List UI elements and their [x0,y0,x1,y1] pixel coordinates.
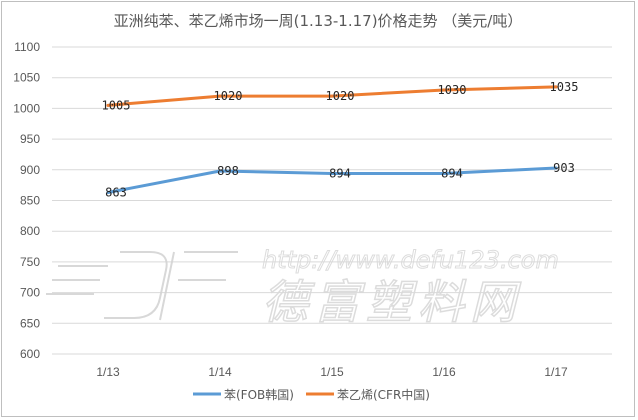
y-tick-label: 750 [20,255,40,269]
y-tick-label: 850 [20,194,40,208]
y-axis-ticks: 600 650 700 750 800 850 900 950 1000 1050 1100 [13,40,40,361]
legend-label: 苯(FOB韩国) [224,387,294,402]
chart-title: 亚洲纯苯、苯乙烯市场一周(1.13-1.17)价格走势 （美元/吨） [114,12,523,30]
data-point [218,169,222,173]
y-tick-label: 1050 [13,71,40,85]
x-tick-label: 1/15 [320,365,344,379]
data-label: 894 [441,166,463,180]
watermark-emblem [46,251,238,321]
legend: 苯(FOB韩国) 苯乙烯(CFR中国) [193,387,430,402]
data-point [106,191,110,195]
x-tick-label: 1/16 [432,365,456,379]
y-tick-label: 950 [20,132,40,146]
data-label: 894 [329,166,351,180]
y-tick-label: 600 [20,347,40,361]
data-label: 903 [553,161,575,175]
data-label: 863 [105,186,127,200]
data-label: 1035 [550,80,579,94]
data-point [330,171,334,175]
y-tick-label: 900 [20,163,40,177]
data-label: 1005 [102,98,131,112]
y-tick-label: 1100 [14,40,40,54]
data-point [442,171,446,175]
data-label: 1030 [438,83,467,97]
legend-label: 苯乙烯(CFR中国) [337,387,430,402]
x-tick-label: 1/17 [544,365,568,379]
data-point [106,103,110,107]
data-labels: 863 898 894 894 903 1005 1020 1020 1030 1035 [102,80,579,200]
x-tick-label: 1/13 [96,365,120,379]
data-label: 898 [217,164,239,178]
y-tick-label: 650 [20,316,40,330]
y-tick-label: 1000 [13,101,40,115]
data-label: 1020 [214,89,243,103]
y-tick-label: 700 [20,286,40,300]
watermark-brand: 德富塑料网 [262,275,522,329]
data-point [554,85,558,89]
watermark-url: http://www.defu123.com [262,246,559,274]
watermark-logo: http://www.defu123.com 德富塑料网 [46,246,559,330]
data-label: 1020 [326,89,355,103]
data-point [218,94,222,98]
y-tick-label: 800 [20,224,40,238]
data-point [554,166,558,170]
x-tick-label: 1/14 [208,365,232,379]
x-axis-ticks: 1/13 1/14 1/15 1/16 1/17 [96,365,568,379]
data-point [330,94,334,98]
data-point [442,88,446,92]
series-group [106,85,558,195]
